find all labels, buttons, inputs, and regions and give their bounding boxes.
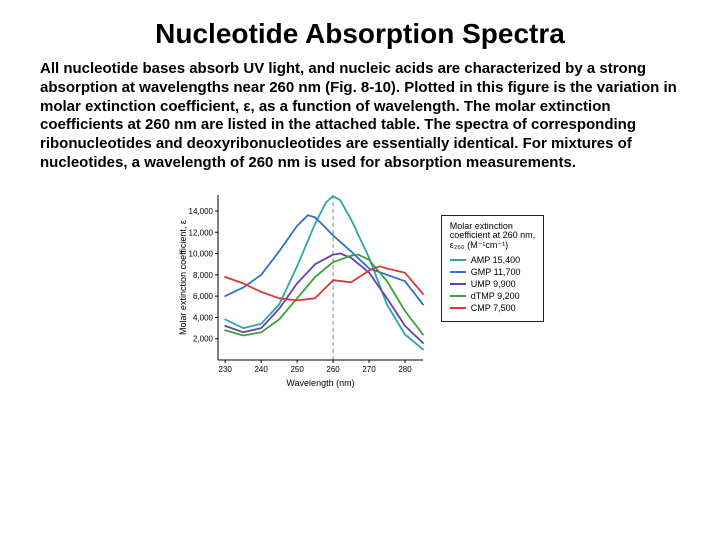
legend-row: UMP 9,900 bbox=[450, 279, 535, 289]
legend-swatch bbox=[450, 271, 466, 273]
chart-svg: 2,000 4,000 6,000 8,000 10,000 12,000 14,000 23… bbox=[176, 187, 429, 392]
legend-box: Molar extinction coefficient at 260 nm, … bbox=[441, 215, 544, 323]
y-axis-label: Molar extinction coefficient, ε bbox=[178, 220, 188, 335]
legend-label: dTMP 9,200 bbox=[471, 291, 520, 301]
x-axis-label: Wavelength (nm) bbox=[286, 378, 354, 388]
legend-label: GMP 11,700 bbox=[471, 267, 521, 277]
legend-title-l2: coefficient at 260 nm, bbox=[450, 230, 535, 240]
svg-text:280: 280 bbox=[398, 365, 412, 374]
svg-text:10,000: 10,000 bbox=[188, 249, 213, 258]
svg-text:12,000: 12,000 bbox=[188, 228, 213, 237]
svg-text:260: 260 bbox=[326, 365, 340, 374]
legend-swatch bbox=[450, 307, 466, 309]
svg-text:2,000: 2,000 bbox=[193, 334, 214, 343]
legend-items: AMP 15,400 GMP 11,700 UMP 9,900 dTMP 9,200 C… bbox=[450, 255, 535, 313]
absorption-chart: 2,000 4,000 6,000 8,000 10,000 12,000 14,000 23… bbox=[176, 187, 429, 397]
page-title: Nucleotide Absorption Spectra bbox=[40, 18, 680, 50]
legend-swatch bbox=[450, 283, 466, 285]
legend-label: UMP 9,900 bbox=[471, 279, 516, 289]
legend-row: AMP 15,400 bbox=[450, 255, 535, 265]
svg-text:6,000: 6,000 bbox=[193, 292, 214, 301]
svg-text:8,000: 8,000 bbox=[193, 270, 214, 279]
legend-label: AMP 15,400 bbox=[471, 255, 520, 265]
figure-container: 2,000 4,000 6,000 8,000 10,000 12,000 14,000 23… bbox=[40, 187, 680, 397]
svg-text:240: 240 bbox=[254, 365, 268, 374]
svg-text:270: 270 bbox=[362, 365, 376, 374]
legend-swatch bbox=[450, 259, 466, 261]
legend-title-l1: Molar extinction bbox=[450, 221, 513, 231]
legend-swatch bbox=[450, 295, 466, 297]
svg-text:4,000: 4,000 bbox=[193, 313, 214, 322]
svg-text:14,000: 14,000 bbox=[188, 206, 213, 215]
svg-text:250: 250 bbox=[290, 365, 304, 374]
description-paragraph: All nucleotide bases absorb UV light, an… bbox=[40, 60, 680, 173]
legend-row: CMP 7,500 bbox=[450, 303, 535, 313]
legend-title: Molar extinction coefficient at 260 nm, … bbox=[450, 222, 535, 252]
legend-row: GMP 11,700 bbox=[450, 267, 535, 277]
legend-label: CMP 7,500 bbox=[471, 303, 516, 313]
svg-text:230: 230 bbox=[218, 365, 232, 374]
legend-title-l3: ε₂₆₀ (M⁻¹cm⁻¹) bbox=[450, 240, 508, 250]
legend-row: dTMP 9,200 bbox=[450, 291, 535, 301]
